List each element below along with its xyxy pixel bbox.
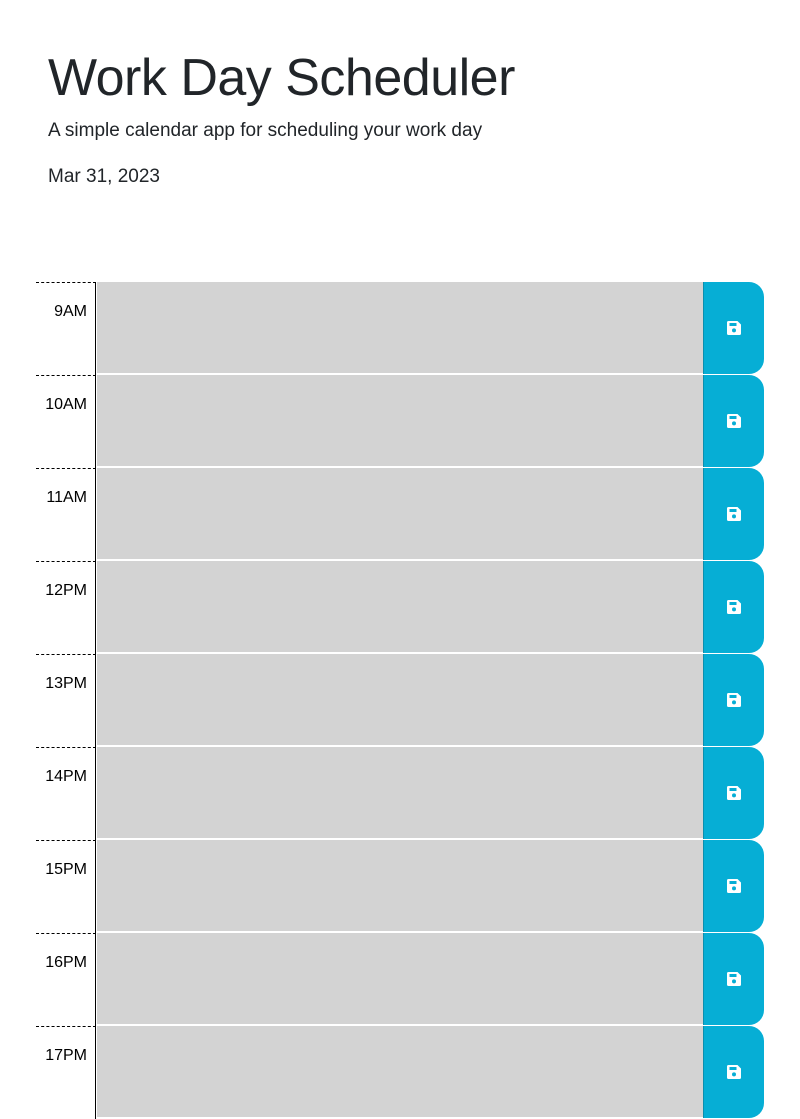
- description-input[interactable]: [97, 282, 703, 374]
- timeblock-row: 12PM: [36, 561, 764, 654]
- hour-label: 10AM: [45, 396, 87, 413]
- save-button[interactable]: [703, 840, 764, 932]
- save-button[interactable]: [703, 375, 764, 467]
- floppy-disk-icon: [727, 693, 741, 707]
- hour-cell: 12PM: [36, 561, 96, 654]
- description-input[interactable]: [97, 1026, 703, 1118]
- page-title: Work Day Scheduler: [48, 49, 515, 107]
- save-button[interactable]: [703, 933, 764, 1025]
- description-input[interactable]: [97, 468, 703, 560]
- description-input[interactable]: [97, 561, 703, 653]
- hour-label: 16PM: [45, 954, 87, 971]
- hour-label: 12PM: [45, 582, 87, 599]
- floppy-disk-icon: [727, 414, 741, 428]
- hour-label: 9AM: [54, 303, 87, 320]
- hour-label: 13PM: [45, 675, 87, 692]
- hour-cell: 13PM: [36, 654, 96, 747]
- hour-label: 15PM: [45, 861, 87, 878]
- save-button[interactable]: [703, 747, 764, 839]
- hour-label: 17PM: [45, 1047, 87, 1064]
- timeblock-row: 13PM: [36, 654, 764, 747]
- current-date: Mar 31, 2023: [48, 166, 160, 187]
- timeblock-row: 16PM: [36, 933, 764, 1026]
- hour-cell: 9AM: [36, 282, 96, 375]
- hour-cell: 17PM: [36, 1026, 96, 1119]
- floppy-disk-icon: [727, 321, 741, 335]
- floppy-disk-icon: [727, 600, 741, 614]
- floppy-disk-icon: [727, 786, 741, 800]
- description-input[interactable]: [97, 840, 703, 932]
- floppy-disk-icon: [727, 879, 741, 893]
- hour-cell: 11AM: [36, 468, 96, 561]
- hour-cell: 15PM: [36, 840, 96, 933]
- save-button[interactable]: [703, 1026, 764, 1118]
- timeblock-row: 11AM: [36, 468, 764, 561]
- description-input[interactable]: [97, 933, 703, 1025]
- save-button[interactable]: [703, 282, 764, 374]
- description-input[interactable]: [97, 375, 703, 467]
- hour-label: 14PM: [45, 768, 87, 785]
- timeblock-row: 10AM: [36, 375, 764, 468]
- timeblock-row: 9AM: [36, 282, 764, 375]
- save-button[interactable]: [703, 561, 764, 653]
- floppy-disk-icon: [727, 972, 741, 986]
- timeblock-row: 14PM: [36, 747, 764, 840]
- description-input[interactable]: [97, 654, 703, 746]
- timeblock-row: 15PM: [36, 840, 764, 933]
- hour-label: 11AM: [46, 489, 87, 506]
- floppy-disk-icon: [727, 507, 741, 521]
- hour-cell: 16PM: [36, 933, 96, 1026]
- save-button[interactable]: [703, 468, 764, 560]
- save-button[interactable]: [703, 654, 764, 746]
- floppy-disk-icon: [727, 1065, 741, 1079]
- timeblock-row: 17PM: [36, 1026, 764, 1119]
- timeblock-list: 9AM 10AM 11AM: [36, 282, 764, 1119]
- page-subtitle: A simple calendar app for scheduling you…: [48, 120, 483, 141]
- description-input[interactable]: [97, 747, 703, 839]
- hour-cell: 10AM: [36, 375, 96, 468]
- hour-cell: 14PM: [36, 747, 96, 840]
